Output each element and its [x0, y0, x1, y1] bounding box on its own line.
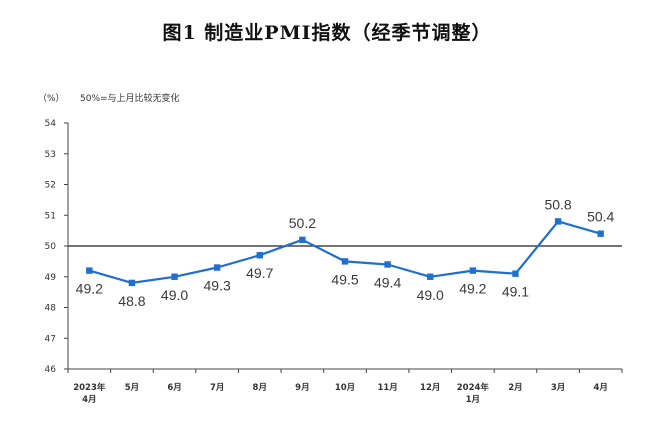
data-label: 49.1 — [502, 284, 529, 300]
data-label: 48.8 — [118, 293, 145, 309]
data-label: 50.8 — [544, 196, 571, 212]
x-tick-label: 1月 — [466, 395, 480, 405]
y-tick-label: 50 — [45, 242, 57, 252]
y-tick-label: 53 — [45, 150, 56, 160]
y-tick-label: 48 — [45, 304, 57, 314]
x-tick-label: 10月 — [335, 383, 355, 393]
y-tick-label: 51 — [45, 211, 56, 221]
data-point-marker — [469, 267, 477, 274]
data-label: 49.2 — [459, 281, 486, 297]
data-point-marker — [427, 273, 434, 280]
data-point-marker — [128, 279, 136, 287]
y-tick-label: 49 — [45, 273, 57, 283]
x-tick-label: 11月 — [377, 383, 397, 393]
x-tick-label: 7月 — [210, 383, 224, 393]
data-label: 49.0 — [161, 287, 188, 303]
x-tick-label: 3月 — [551, 383, 565, 393]
y-tick-label: 47 — [45, 334, 56, 344]
data-point-marker — [554, 218, 562, 225]
x-tick-label: 6月 — [167, 383, 181, 393]
y-tick-label: 52 — [45, 181, 56, 191]
data-point-marker — [384, 261, 391, 268]
data-label: 49.3 — [204, 278, 231, 294]
data-point-marker — [171, 273, 178, 280]
data-point-marker — [512, 270, 519, 277]
y-tick-label: 46 — [45, 365, 57, 375]
x-tick-label: 5月 — [125, 383, 139, 393]
x-tick-label: 9月 — [295, 383, 309, 393]
series-layer — [86, 218, 604, 287]
data-label: 49.2 — [76, 281, 103, 297]
x-tick-label: 2023年 — [73, 382, 106, 393]
data-label: 50.4 — [587, 209, 614, 225]
x-tick-label: 4月 — [82, 395, 96, 405]
baseline-note: 50%=与上月比较无变化 — [80, 92, 180, 104]
axes: 46 47 48 49 50 51 52 53 54 2023年 4月 5月 6月 7月 8月 9月 10月 11… — [45, 119, 623, 405]
data-label: 49.7 — [246, 265, 273, 281]
data-point-marker — [597, 230, 604, 237]
data-point-marker — [299, 236, 306, 244]
data-label: 49.5 — [331, 271, 358, 287]
data-point-marker — [213, 264, 221, 271]
data-label: 50.2 — [289, 215, 316, 231]
x-tick-label: 12月 — [420, 383, 440, 393]
y-tick-label: 54 — [45, 119, 57, 129]
x-tick-label: 8月 — [253, 383, 267, 393]
data-label: 49.0 — [417, 287, 444, 303]
x-tick-label: 4月 — [593, 383, 607, 393]
data-point-marker — [256, 252, 263, 259]
x-tick-label: 2月 — [508, 383, 522, 393]
data-point-marker — [86, 267, 93, 274]
data-labels: 49.2 48.8 49.0 49.3 49.7 50.2 49.5 49.4 49.0 49.2… — [76, 196, 615, 309]
chart-title: 图1 制造业PMI指数（经季节调整） — [162, 22, 492, 44]
y-unit-label: （%） — [38, 93, 65, 104]
data-point-marker — [341, 258, 349, 265]
data-label: 49.4 — [374, 274, 401, 290]
x-tick-label: 2024年 — [457, 382, 490, 393]
